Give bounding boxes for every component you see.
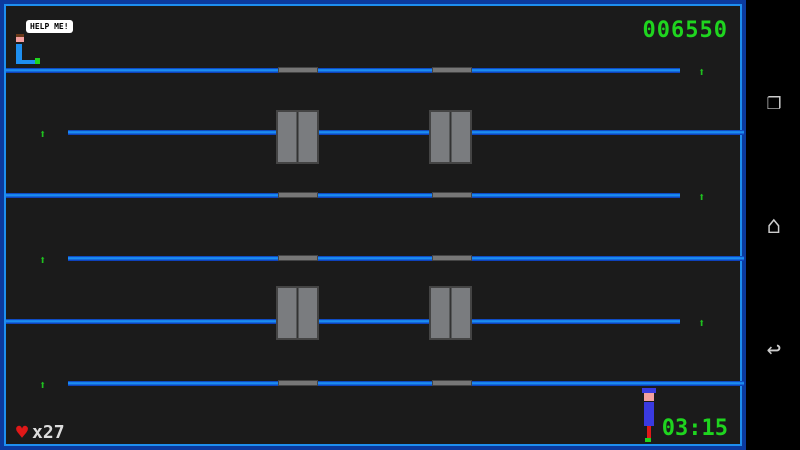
lives-counter: ♥ x27 bbox=[16, 420, 65, 444]
up-arrow-icon[interactable]: ⬆ bbox=[39, 253, 47, 267]
up-arrow-icon[interactable]: ⬆ bbox=[698, 190, 706, 204]
timer-display: 03:15 bbox=[661, 416, 728, 441]
elevator[interactable] bbox=[429, 110, 472, 164]
heart-icon: ♥ bbox=[16, 420, 29, 444]
game-canvas[interactable]: ⬆ ⬆ ⬆ ⬆ ⬆ ⬆ HELP ME! 006550 03:15 ♥ x27 bbox=[0, 0, 746, 450]
speech-bubble: HELP ME! bbox=[26, 20, 73, 33]
up-arrow-icon[interactable]: ⬆ bbox=[698, 65, 706, 79]
score-display: 006550 bbox=[642, 18, 728, 43]
floor bbox=[6, 192, 680, 198]
up-arrow-icon[interactable]: ⬆ bbox=[39, 378, 47, 392]
floor bbox=[68, 255, 744, 261]
elevator[interactable] bbox=[276, 286, 319, 340]
up-arrow-icon[interactable]: ⬆ bbox=[698, 316, 706, 330]
android-nav-bar: ❐ ⌂ ↩ bbox=[748, 0, 800, 450]
floor bbox=[6, 67, 680, 73]
floor bbox=[6, 319, 680, 324]
floor bbox=[68, 130, 744, 135]
home-icon[interactable]: ⌂ bbox=[766, 211, 782, 239]
elevator[interactable] bbox=[276, 110, 319, 164]
back-icon[interactable]: ↩ bbox=[766, 335, 782, 363]
floor bbox=[68, 380, 744, 386]
passenger-sitting[interactable] bbox=[12, 34, 42, 66]
up-arrow-icon[interactable]: ⬆ bbox=[39, 127, 47, 141]
elevator[interactable] bbox=[429, 286, 472, 340]
player-character bbox=[640, 388, 660, 444]
lives-count: x27 bbox=[32, 421, 65, 443]
recent-apps-icon[interactable]: ❐ bbox=[766, 87, 782, 115]
